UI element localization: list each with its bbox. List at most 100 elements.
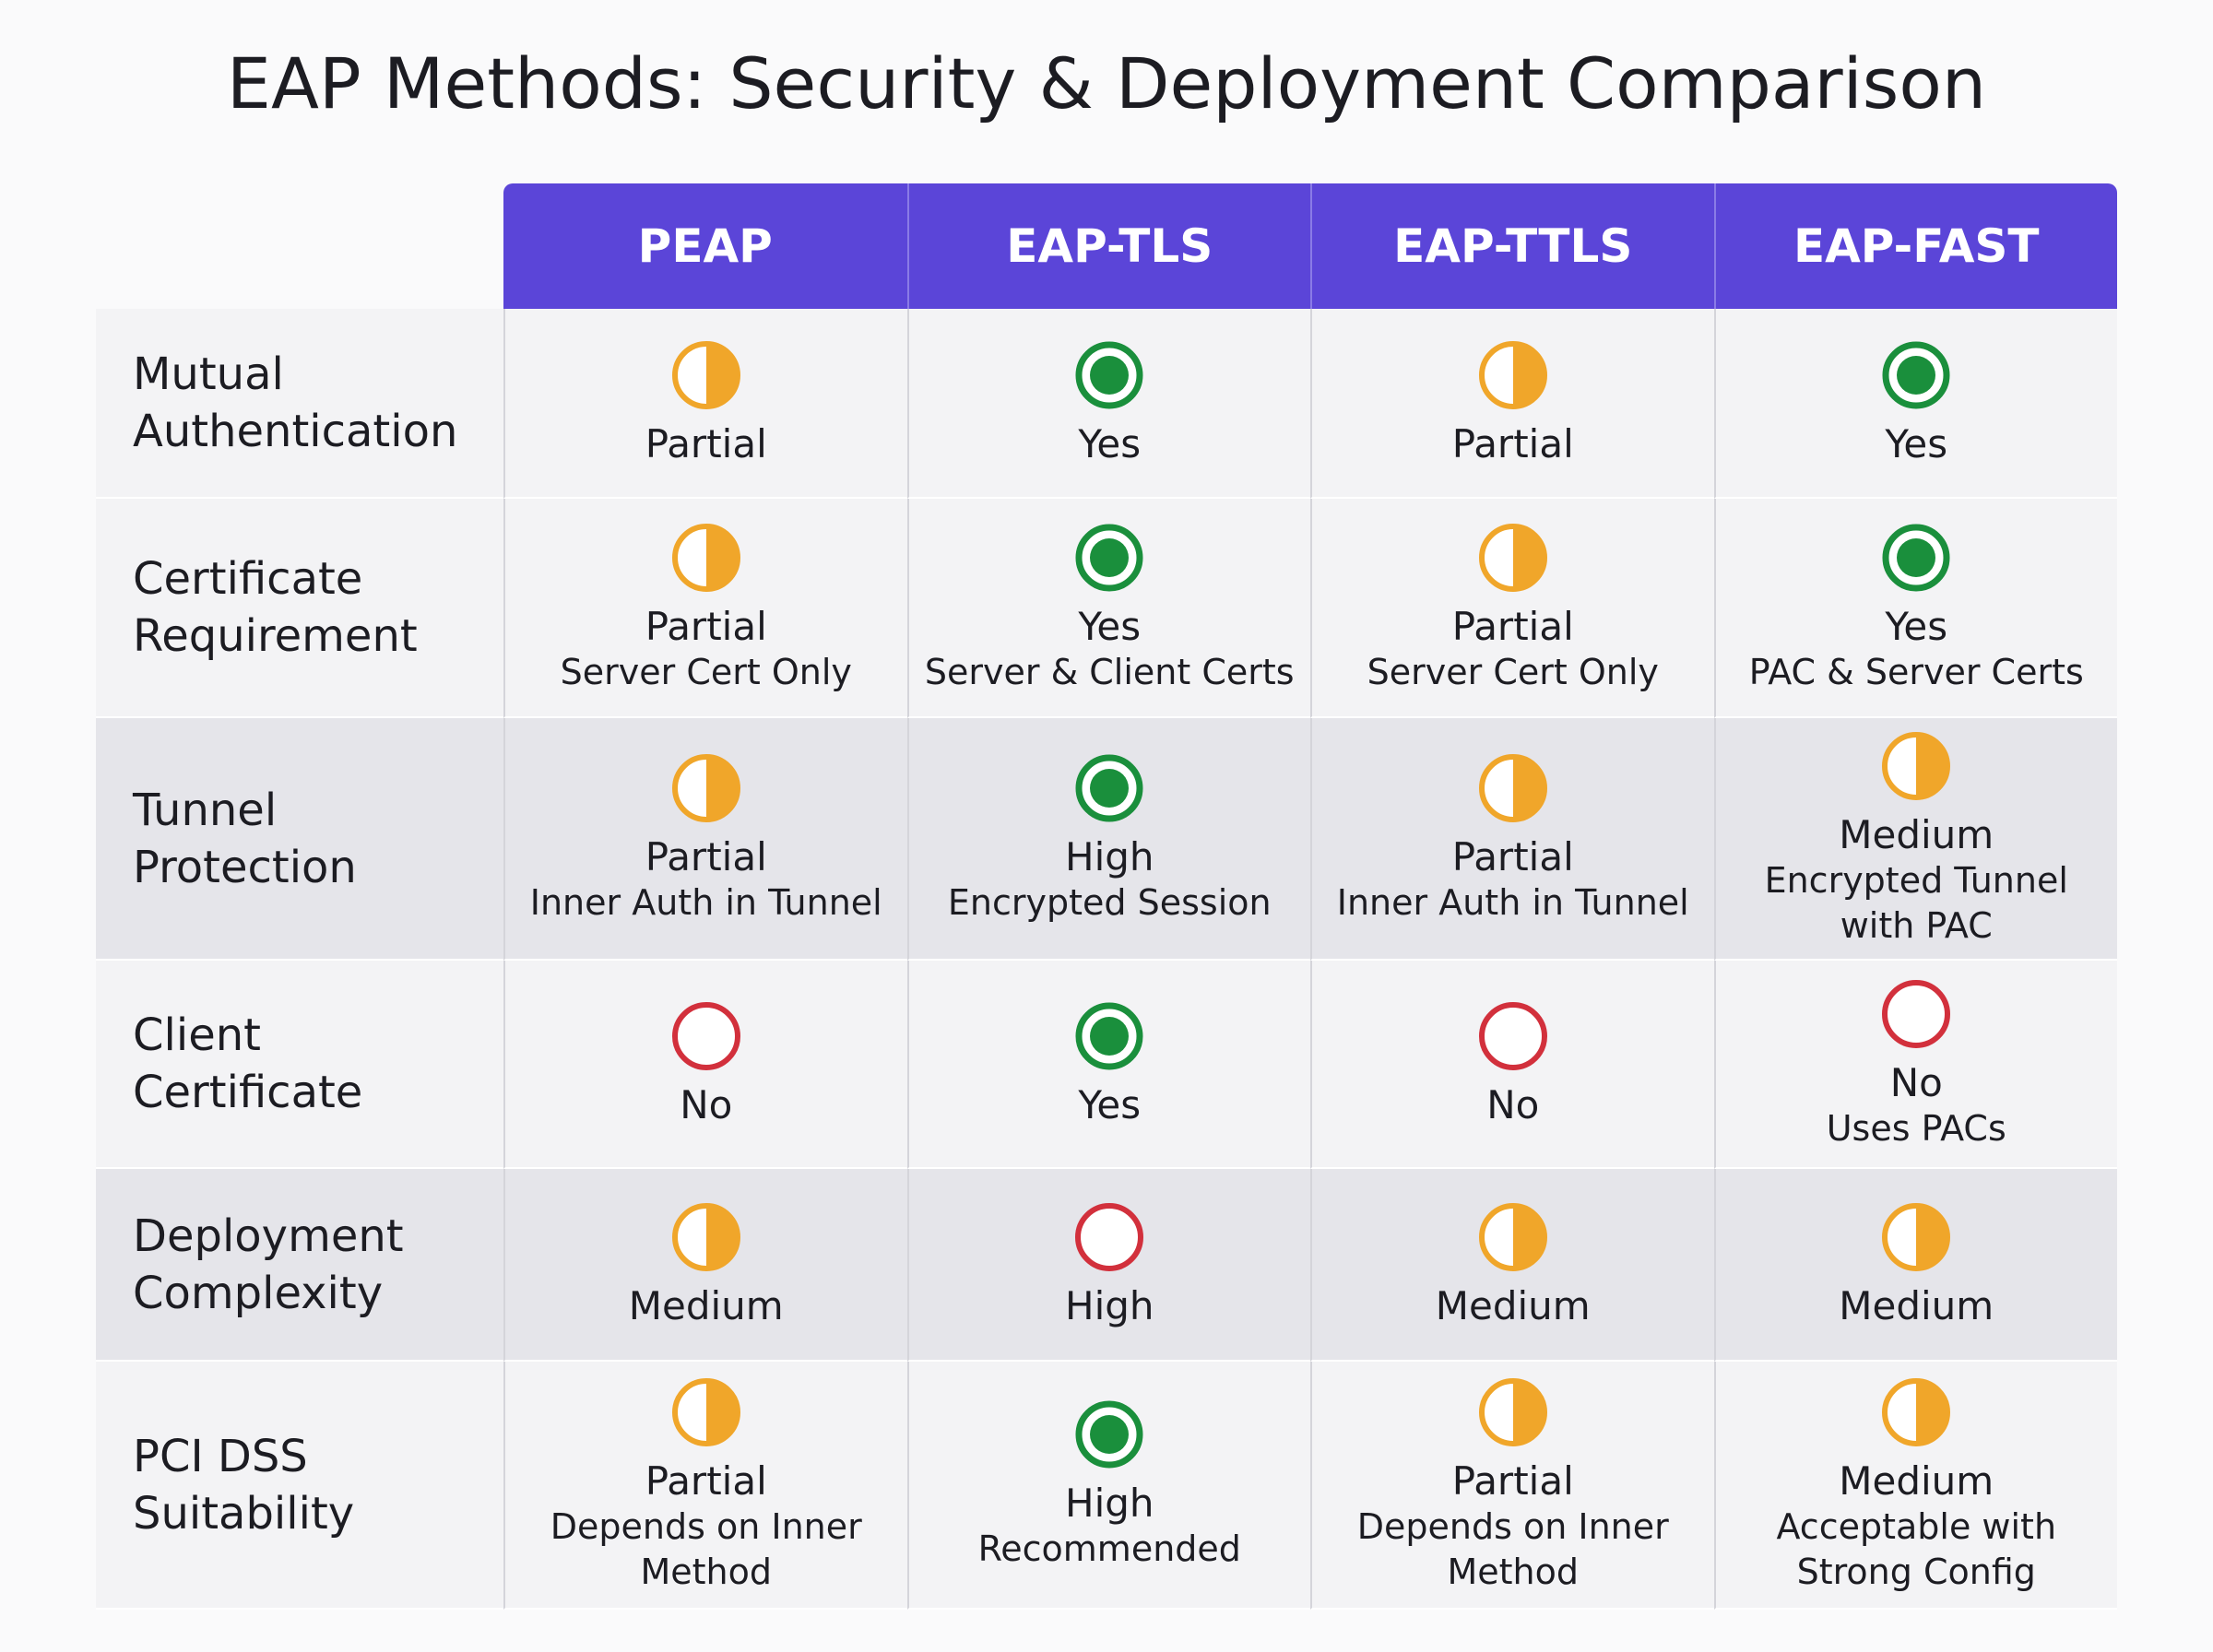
icon-part (1916, 1380, 1948, 1444)
row-label: Deployment Complexity (96, 1169, 503, 1362)
status-icon (1478, 523, 1547, 592)
row-label: PCI DSS Suitability (96, 1362, 503, 1610)
icon-part (1090, 356, 1130, 395)
icon-part (705, 1380, 738, 1444)
icon-part (705, 757, 738, 820)
status-text: No (680, 1082, 733, 1127)
note-text: Depends on Inner (550, 1505, 862, 1547)
cell: No Uses PACs (1713, 961, 2117, 1169)
status-text: Yes (1078, 603, 1142, 649)
cell: Partial Inner Auth in Tunnel (1310, 718, 1714, 961)
cell: Partial Server Cert Only (1310, 499, 1714, 718)
note-text: Method (640, 1551, 773, 1592)
note-text: Strong Config (1796, 1551, 2036, 1592)
note-text: Server Cert Only (560, 651, 852, 692)
status-text: Partial (645, 834, 767, 879)
status-icon (671, 1377, 740, 1446)
status-text: Partial (645, 1457, 767, 1504)
status-icon (1882, 979, 1951, 1048)
note-text: PAC & Server Certs (1748, 651, 2084, 692)
status-text: High (1064, 1282, 1154, 1328)
note-text: Method (1447, 1551, 1580, 1592)
icon-part (671, 1002, 740, 1070)
status-text: Yes (1885, 421, 1948, 466)
status-icon (1882, 1377, 1951, 1446)
cell: Partial (503, 309, 907, 499)
status-icon (1075, 754, 1143, 822)
icon-part (1075, 1202, 1144, 1271)
status-text: Medium (1839, 1457, 1994, 1504)
status-icon (1478, 754, 1547, 822)
cell: No (1310, 961, 1714, 1169)
status-text: Medium (1839, 1282, 1994, 1328)
cell: High (906, 1169, 1310, 1362)
cell: No (503, 961, 907, 1169)
note-text: Uses PACs (1826, 1107, 2006, 1149)
status-text: High (1064, 1481, 1154, 1526)
icon-part (1512, 1380, 1544, 1444)
status-icon (1478, 1002, 1547, 1070)
status-text: Yes (1078, 1082, 1142, 1127)
cell: Partial Depends on Inner Method (503, 1362, 907, 1610)
status-text: Partial (1451, 603, 1574, 649)
cell: Partial Depends on Inner Method (1310, 1362, 1714, 1610)
icon-part (705, 344, 738, 407)
cell: Medium Encrypted Tunnel with PAC (1713, 718, 2117, 961)
cell: Medium Acceptable with Strong Config (1713, 1362, 2117, 1610)
cell: Yes (906, 961, 1310, 1169)
cell: Medium (1310, 1169, 1714, 1362)
status-text: No (1486, 1082, 1540, 1127)
icon-part (1512, 525, 1544, 589)
status-icon (1075, 341, 1143, 409)
corner (96, 183, 503, 309)
note-text: Acceptable with (1776, 1505, 2057, 1547)
icon-part (1090, 769, 1130, 808)
cell: Medium (1713, 1169, 2117, 1362)
status-icon (1478, 1377, 1547, 1446)
note-text: Recommended (977, 1528, 1241, 1569)
status-text: Partial (1451, 421, 1574, 466)
status-text: Medium (1839, 811, 1994, 857)
note-text: Depends on Inner (1356, 1505, 1669, 1547)
note-text: with PAC (1840, 904, 1993, 946)
comparison-table: PEAP EAP-TLS EAP-TTLS EAP-FAST Mutual Authen… (96, 183, 2117, 1610)
status-icon (1075, 1002, 1143, 1070)
icon-part (1090, 537, 1130, 577)
cell: Yes (906, 309, 1310, 499)
status-text: Yes (1078, 421, 1142, 466)
column-header: EAP-TLS (906, 183, 1310, 309)
column-header: PEAP (503, 183, 907, 309)
status-text: Partial (645, 603, 767, 649)
cell: Yes Server & Client Certs (906, 499, 1310, 718)
icon-part (1916, 1205, 1948, 1268)
status-icon (671, 754, 740, 822)
status-icon (671, 341, 740, 409)
status-icon (1478, 1202, 1547, 1271)
note-text: Inner Auth in Tunnel (529, 882, 882, 923)
column-header: EAP-FAST (1713, 183, 2117, 309)
cell: Partial Server Cert Only (503, 499, 907, 718)
status-text: No (1889, 1059, 1943, 1105)
status-icon (1478, 341, 1547, 409)
icon-part (705, 525, 738, 589)
status-text: Medium (1435, 1282, 1591, 1328)
status-icon (1075, 1202, 1144, 1271)
status-text: Medium (628, 1282, 784, 1328)
icon-part (1090, 1017, 1130, 1056)
icon-part (1916, 734, 1948, 797)
icon-part (1512, 1205, 1544, 1268)
column-header: EAP-TTLS (1310, 183, 1714, 309)
status-icon (671, 1202, 740, 1271)
row-label: Client Certificate (96, 961, 503, 1169)
status-icon (1882, 731, 1951, 800)
status-icon (1075, 1400, 1143, 1469)
cell: Medium (503, 1169, 907, 1362)
cell: Yes PAC & Server Certs (1713, 499, 2117, 718)
note-text: Encrypted Session (947, 882, 1272, 923)
icon-part (1897, 356, 1936, 395)
note-text: Inner Auth in Tunnel (1336, 882, 1689, 923)
cell: Yes (1713, 309, 2117, 499)
status-icon (1075, 524, 1143, 591)
status-icon (1882, 341, 1950, 409)
note-text: Server & Client Certs (924, 651, 1295, 692)
